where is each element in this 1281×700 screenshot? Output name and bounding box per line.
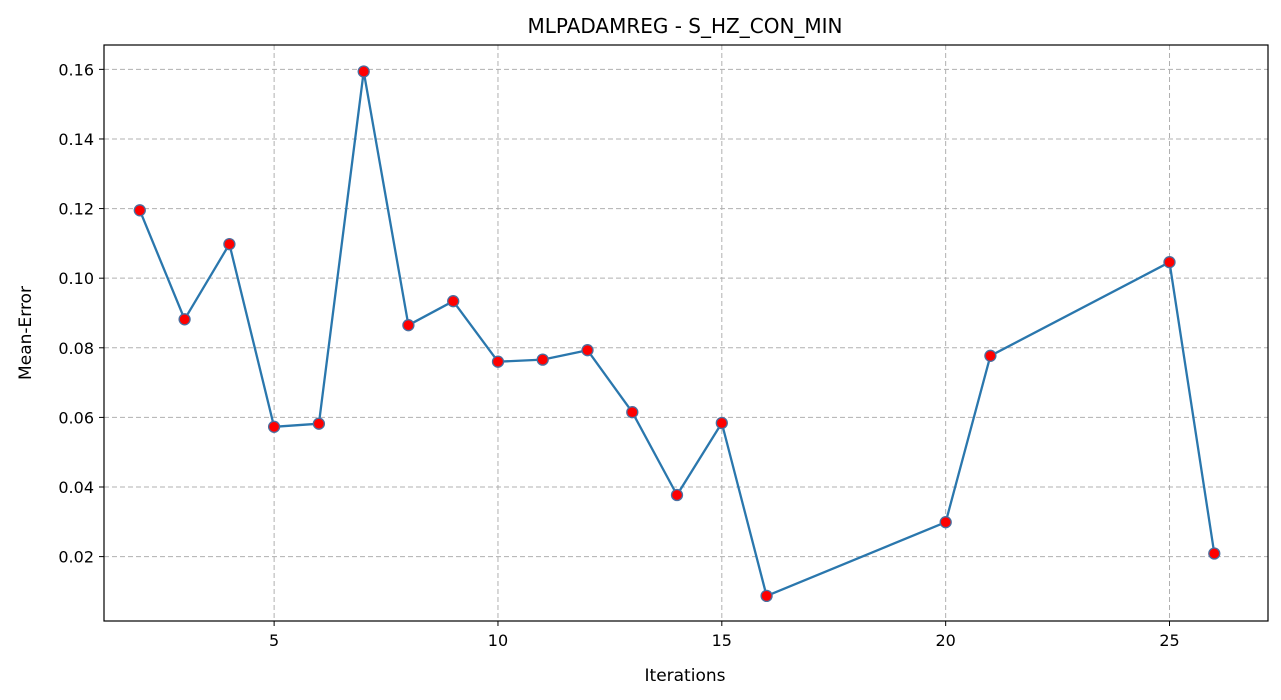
- data-point: [491, 355, 505, 368]
- y-tick-label: 0.06: [58, 408, 94, 427]
- grid-lines: [104, 45, 1268, 621]
- data-point: [984, 349, 997, 362]
- series-line: [138, 70, 1216, 598]
- data-point: [402, 319, 415, 332]
- x-tick-label: 10: [488, 631, 508, 650]
- y-axis-ticks: 0.02 0.04 0.06 0.08 0.10 0.12 0.14 0.16: [58, 60, 104, 567]
- data-point: [357, 65, 370, 78]
- y-tick-label: 0.04: [58, 478, 94, 497]
- data-point: [581, 344, 594, 357]
- data-point: [670, 488, 684, 502]
- data-point: [133, 204, 146, 217]
- x-tick-label: 20: [935, 631, 955, 650]
- data-point: [1208, 547, 1221, 560]
- y-tick-label: 0.14: [58, 130, 94, 149]
- y-tick-label: 0.08: [58, 339, 94, 358]
- chart-title: MLPADAMREG - S_HZ_CON_MIN: [527, 14, 842, 38]
- y-axis-label: Mean-Error: [16, 286, 36, 380]
- y-tick-label: 0.16: [58, 60, 94, 79]
- data-point: [715, 416, 728, 430]
- data-point: [267, 420, 281, 433]
- data-point: [939, 516, 952, 529]
- data-point: [1163, 256, 1176, 269]
- x-tick-label: 15: [712, 631, 732, 650]
- data-point: [178, 313, 191, 326]
- plot-area-frame: [103, 44, 1269, 622]
- x-tick-label: 25: [1159, 631, 1179, 650]
- data-point: [447, 295, 460, 308]
- data-point: [312, 417, 326, 430]
- x-axis-ticks: 5 10 15 20 25: [269, 621, 1180, 650]
- y-tick-label: 0.12: [58, 200, 94, 219]
- data-point: [626, 406, 639, 419]
- data-point: [536, 353, 549, 366]
- data-point: [223, 237, 236, 251]
- y-tick-label: 0.10: [58, 269, 94, 288]
- data-markers: [133, 65, 1221, 603]
- x-axis-label: Iterations: [645, 666, 726, 686]
- data-point: [760, 589, 773, 603]
- x-tick-label: 5: [269, 631, 279, 650]
- y-tick-label: 0.02: [58, 548, 94, 567]
